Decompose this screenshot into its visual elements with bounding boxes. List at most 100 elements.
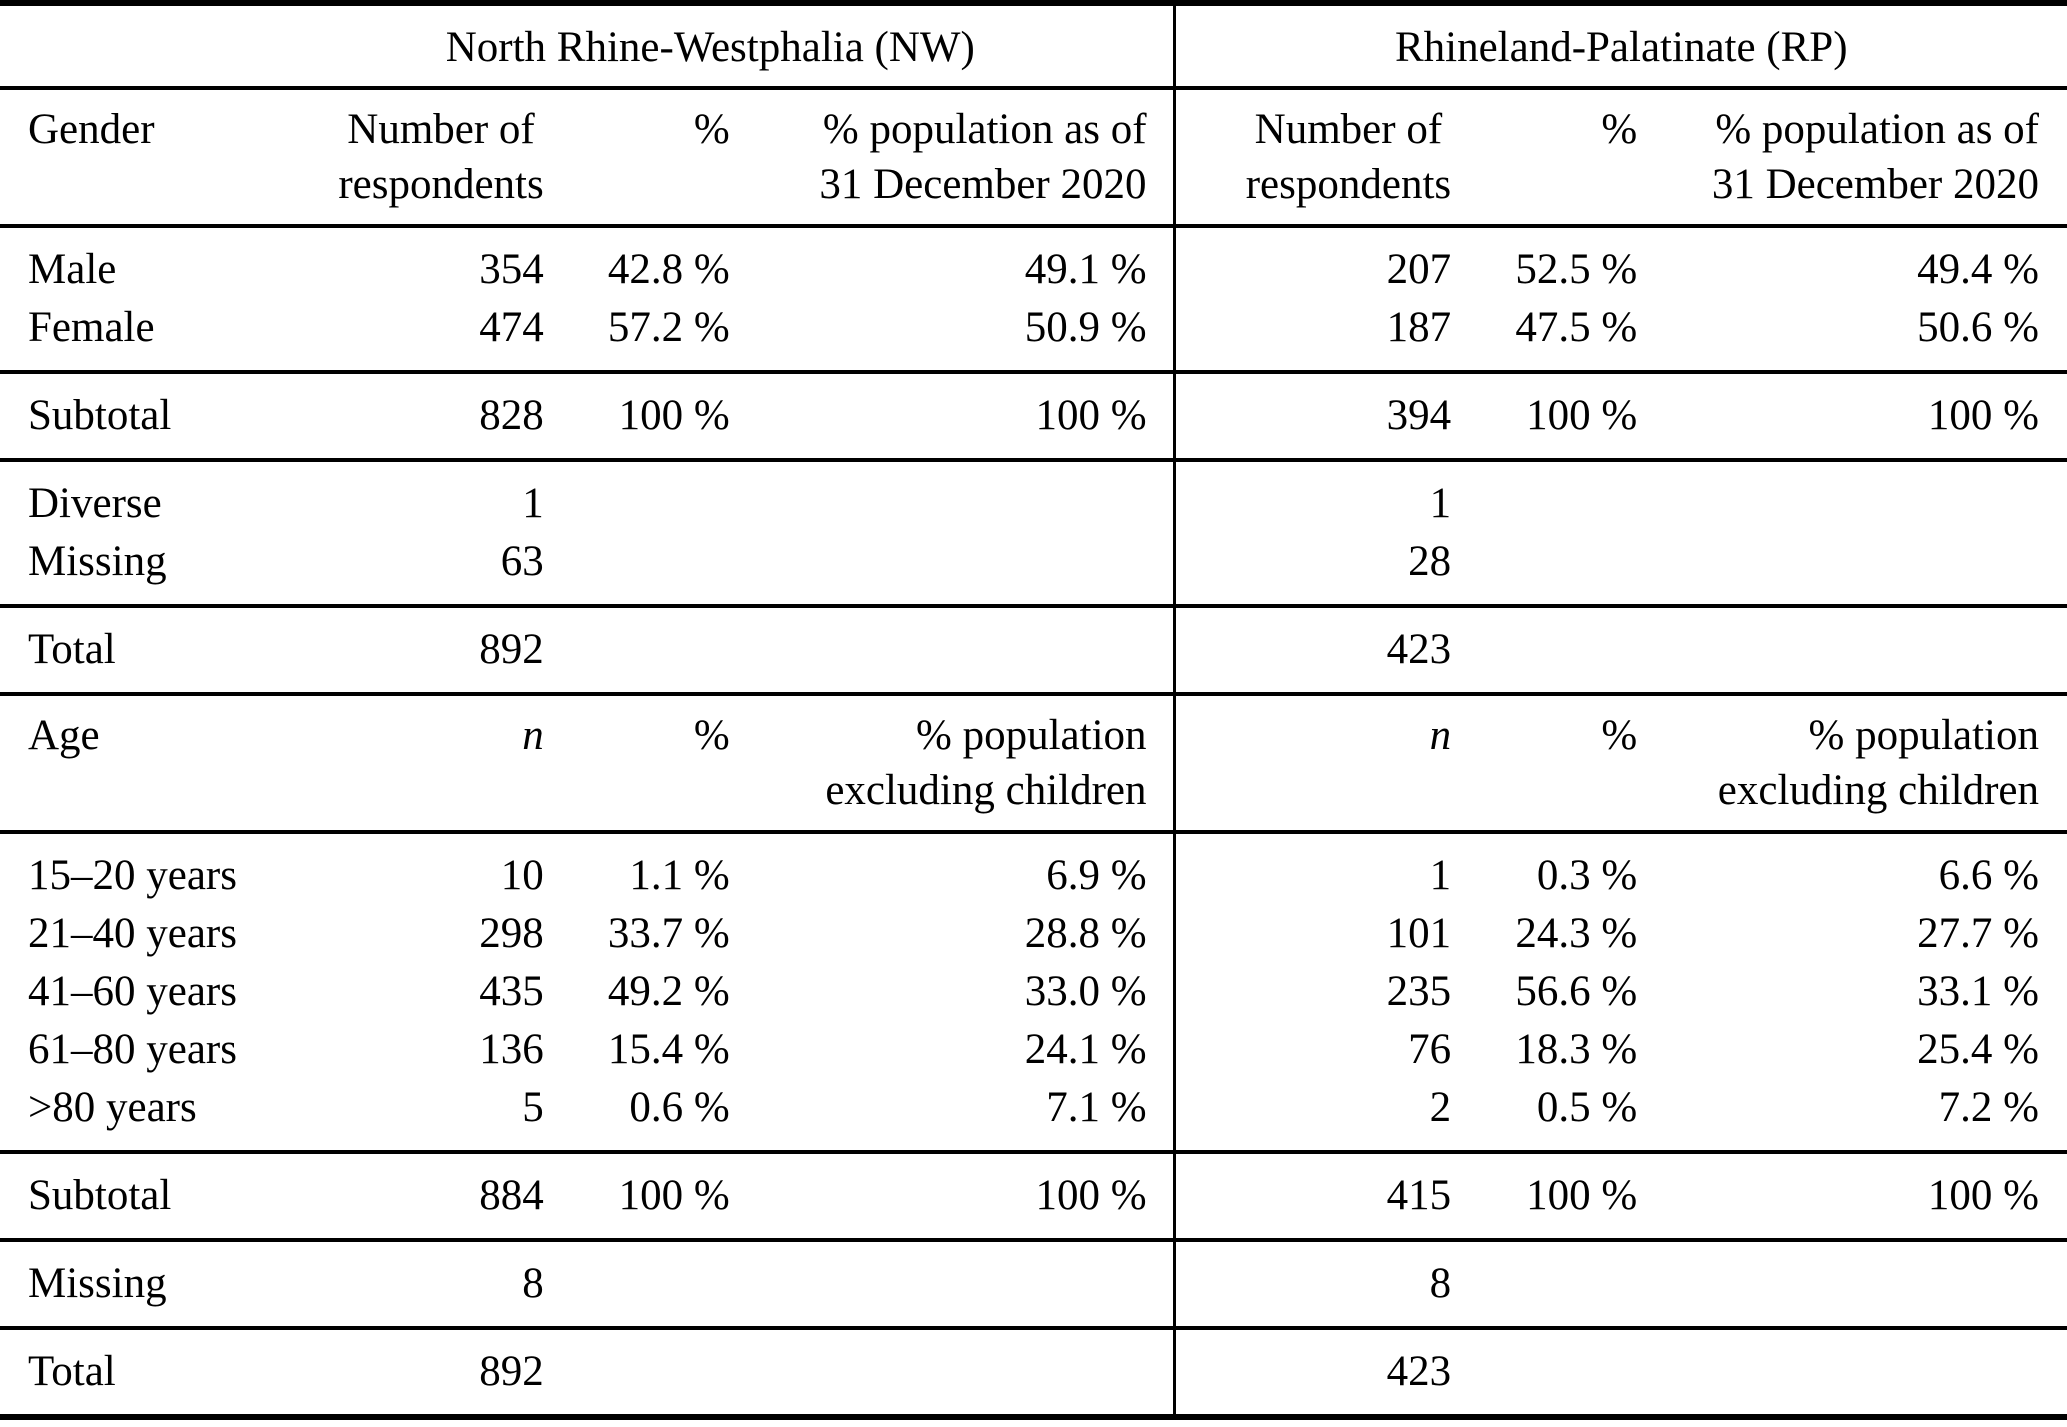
age-header-row: Age n % % population excluding children … <box>0 694 2067 832</box>
row-age-61-80: 61–80 years 136 15.4 % 24.1 % 76 18.3 % … <box>0 1021 2067 1079</box>
row-label: 61–80 years <box>28 1026 237 1073</box>
row-label: >80 years <box>28 1084 197 1131</box>
cell-nw-n: 10 <box>500 852 544 899</box>
cell-rp-pop <box>1641 606 2067 694</box>
cell-nw-n: 884 <box>479 1172 544 1219</box>
cell-rp-pct: 47.5 % <box>1515 304 1638 351</box>
cell-rp-pop: 100 % <box>1927 1172 2039 1219</box>
cell-rp-pop: 7.2 % <box>1938 1084 2039 1131</box>
row-age-subtotal: Subtotal 884 100 % 100 % 415 100 % 100 % <box>0 1152 2067 1240</box>
region-header-rp: Rhineland-Palatinate (RP) <box>1394 24 1848 71</box>
cell-nw-pct <box>548 460 734 533</box>
cell-rp-pop: 27.7 % <box>1917 910 2039 957</box>
row-age-total: Total 892 423 <box>0 1328 2067 1417</box>
cell-rp-pct: 100 % <box>1526 392 1638 439</box>
row-age-41-60: 41–60 years 435 49.2 % 33.0 % 235 56.6 %… <box>0 963 2067 1021</box>
row-age-missing: Missing 8 8 <box>0 1240 2067 1328</box>
cell-nw-pop: 33.0 % <box>733 963 1176 1021</box>
rp-population-excl-header: % population excluding children <box>1641 694 2067 832</box>
row-label: Missing <box>28 1260 167 1307</box>
cell-rp-n: 28 <box>1408 538 1452 585</box>
cell-rp-pct <box>1455 1240 1641 1328</box>
age-total-group: Total 892 423 <box>0 1328 2067 1417</box>
cell-rp-n: 1 <box>1429 480 1452 527</box>
cell-rp-n: 8 <box>1429 1260 1452 1307</box>
cell-nw-pct <box>548 1328 734 1417</box>
cell-nw-n: 298 <box>479 910 544 957</box>
header-line-stack: Number of respondents <box>1246 102 1451 212</box>
cell-rp-n: 394 <box>1386 392 1452 439</box>
cell-nw-pct: 57.2 % <box>607 304 730 351</box>
row-diverse: Diverse 1 1 <box>0 460 2067 533</box>
cell-nw-pop <box>733 1328 1176 1417</box>
cell-rp-pct: 100 % <box>1526 1172 1638 1219</box>
rp-n-header: n <box>1429 712 1452 759</box>
header-line: 31 December 2020 <box>1711 161 2039 208</box>
rp-percent-header: % <box>1601 712 1638 759</box>
row-age-21-40: 21–40 years 298 33.7 % 28.8 % 101 24.3 %… <box>0 905 2067 963</box>
row-label: Female <box>28 304 155 351</box>
row-gender-subtotal: Subtotal 828 100 % 100 % 394 100 % 100 % <box>0 372 2067 460</box>
gender-column-header: Gender <box>28 106 155 153</box>
nw-population-header: % population as of 31 December 2020 <box>733 88 1176 226</box>
header-line: excluding children <box>1717 767 2039 814</box>
gender-header-row: Gender Number of respondents % % populat… <box>0 88 2067 226</box>
header-line: % population <box>916 712 1147 759</box>
cell-rp-pop: 50.6 % <box>1917 304 2039 351</box>
cell-rp-pop: 49.4 % <box>1917 246 2039 293</box>
cell-nw-pop: 6.9 % <box>733 832 1176 905</box>
cell-nw-n: 1 <box>522 480 544 527</box>
row-label: Total <box>28 626 116 673</box>
row-gender-total: Total 892 423 <box>0 606 2067 694</box>
rp-respondents-header: Number of respondents <box>1174 88 1455 226</box>
cell-rp-n: 76 <box>1408 1026 1452 1073</box>
cell-nw-n: 474 <box>479 304 544 351</box>
cell-nw-pct <box>548 533 734 606</box>
cell-rp-n: 1 <box>1429 852 1452 899</box>
cell-nw-pop: 100 % <box>733 372 1176 460</box>
header-line: respondents <box>338 161 544 208</box>
row-female: Female 474 57.2 % 50.9 % 187 47.5 % 50.6… <box>0 299 2067 372</box>
header-line: % population as of <box>1715 106 2039 153</box>
cell-nw-pct: 33.7 % <box>607 910 730 957</box>
cell-nw-pct: 100 % <box>618 1172 730 1219</box>
cell-nw-pct: 100 % <box>618 392 730 439</box>
gender-total-group: Total 892 423 <box>0 606 2067 694</box>
header-line: Number of <box>347 106 535 153</box>
header-line: excluding children <box>825 767 1147 814</box>
cell-nw-pop: 49.1 % <box>733 226 1176 299</box>
cell-nw-pop <box>733 1240 1176 1328</box>
cell-nw-n: 892 <box>479 1348 544 1395</box>
cell-nw-pct: 15.4 % <box>607 1026 730 1073</box>
cell-rp-pct: 18.3 % <box>1515 1026 1638 1073</box>
row-label: Male <box>28 246 117 293</box>
region-header-row: North Rhine-Westphalia (NW) Rhineland-Pa… <box>0 3 2067 88</box>
cell-nw-n: 892 <box>479 626 544 673</box>
cell-rp-n: 423 <box>1386 626 1452 673</box>
cell-rp-pop <box>1641 460 2067 533</box>
row-label: 41–60 years <box>28 968 237 1015</box>
cell-rp-pop: 33.1 % <box>1917 968 2039 1015</box>
cell-nw-n: 63 <box>500 538 544 585</box>
cell-nw-n: 136 <box>479 1026 544 1073</box>
cell-nw-pop: 24.1 % <box>733 1021 1176 1079</box>
cell-rp-pct <box>1455 1328 1641 1417</box>
region-header-nw: North Rhine-Westphalia (NW) <box>248 3 1176 88</box>
row-label: Subtotal <box>28 392 172 439</box>
header-line: % population <box>1808 712 2040 759</box>
nw-population-excl-header: % population excluding children <box>733 694 1176 832</box>
row-male: Male 354 42.8 % 49.1 % 207 52.5 % 49.4 % <box>0 226 2067 299</box>
gender-subtotal-group: Subtotal 828 100 % 100 % 394 100 % 100 % <box>0 372 2067 460</box>
region-header-spacer <box>0 3 248 88</box>
cell-rp-n: 207 <box>1386 246 1452 293</box>
nw-n-header: n <box>522 712 544 759</box>
cell-nw-n: 8 <box>522 1260 544 1307</box>
cell-rp-pct: 52.5 % <box>1515 246 1638 293</box>
cell-rp-pop <box>1641 533 2067 606</box>
cell-nw-pop <box>733 606 1176 694</box>
cell-nw-pct: 0.6 % <box>629 1084 730 1131</box>
row-age-15-20: 15–20 years 10 1.1 % 6.9 % 1 0.3 % 6.6 % <box>0 832 2067 905</box>
cell-nw-pop: 28.8 % <box>733 905 1176 963</box>
cell-nw-pop <box>733 533 1176 606</box>
rp-percent-header: % <box>1601 106 1638 153</box>
